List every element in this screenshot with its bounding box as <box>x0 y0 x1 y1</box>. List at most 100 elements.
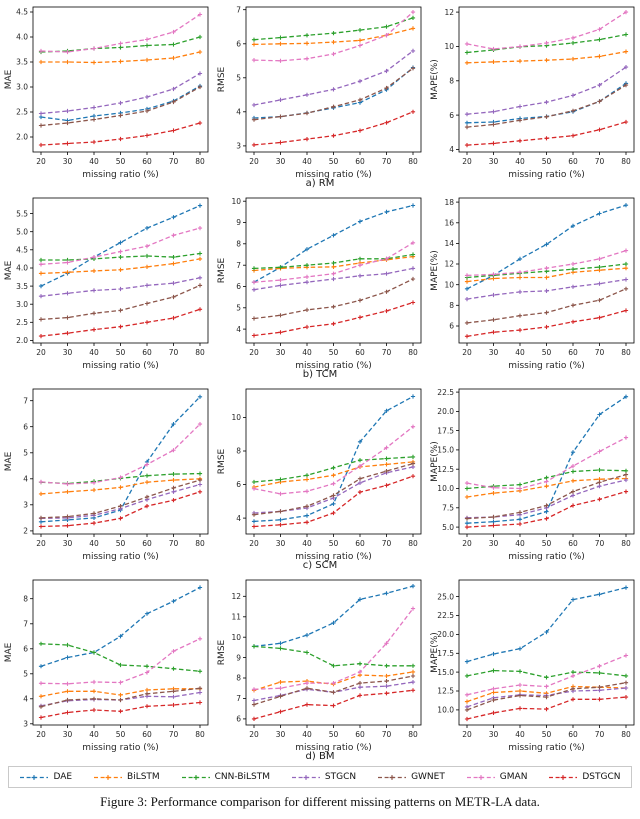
x-tick-label: 60 <box>142 539 152 548</box>
series-markers-stgcn <box>38 71 203 116</box>
row-label-scm: c) SCM <box>302 560 338 571</box>
x-tick-label: 80 <box>408 157 418 166</box>
x-axis-label: missing ratio (%) <box>508 552 585 562</box>
plot-frame <box>245 579 422 726</box>
x-tick-label: 80 <box>408 539 418 548</box>
series-markers-dstgcn <box>464 308 629 339</box>
legend-item-dae: DAE <box>19 772 72 782</box>
row-label-bm: d) BM <box>305 751 335 762</box>
y-tick-label: 6 <box>23 645 28 654</box>
x-tick-label: 70 <box>595 348 605 357</box>
x-tick-label: 80 <box>195 730 205 739</box>
series-markers-stgcn <box>464 65 629 117</box>
y-tick-label: 4.0 <box>16 264 28 273</box>
x-tick-label: 60 <box>568 539 578 548</box>
x-tick-label: 40 <box>89 157 99 166</box>
legend-marker-icon <box>466 774 495 780</box>
x-tick-label: 70 <box>595 157 605 166</box>
y-tick-label: 17.5 <box>437 649 454 658</box>
x-tick-label: 30 <box>63 539 73 548</box>
y-tick-label: 8 <box>236 674 241 683</box>
y-axis-label: RMSE <box>217 66 227 92</box>
x-tick-label: 50 <box>329 157 339 166</box>
x-tick-label: 60 <box>142 348 152 357</box>
chart-row: 2 3 4 5 6 7 20 30 40 50 60 70 80 MAE missing ratio (%)… <box>0 384 640 562</box>
y-tick-label: 5 <box>236 304 241 313</box>
series-markers-dstgcn <box>38 700 203 720</box>
x-tick-label: 20 <box>462 157 472 166</box>
x-axis-label: missing ratio (%) <box>82 743 159 753</box>
x-tick-label: 70 <box>382 157 392 166</box>
x-axis-label: missing ratio (%) <box>295 170 372 180</box>
x-tick-label: 80 <box>621 157 631 166</box>
x-tick-label: 60 <box>568 348 578 357</box>
x-tick-label: 30 <box>63 730 73 739</box>
chart-scm-rmse: 4 6 8 10 20 30 40 50 60 70 80 RMSE missing ratio (%) <box>217 388 422 562</box>
y-tick-label: 6 <box>449 322 454 331</box>
series-markers-gwnet <box>38 686 203 709</box>
x-tick-label: 20 <box>36 730 46 739</box>
y-tick-label: 22.5 <box>437 611 454 620</box>
series-markers-gman <box>38 636 203 686</box>
x-tick-label: 20 <box>249 539 259 548</box>
x-tick-label: 30 <box>276 539 286 548</box>
y-tick-label: 10 <box>231 413 241 422</box>
series-markers-gwnet <box>464 83 629 130</box>
legend-marker-icon <box>20 774 49 780</box>
x-tick-label: 70 <box>595 539 605 548</box>
legend-item-gwnet: GWNET <box>377 772 445 782</box>
x-tick-label: 20 <box>36 157 46 166</box>
x-tick-label: 40 <box>302 348 312 357</box>
y-tick-label: 10 <box>231 633 241 642</box>
y-tick-label: 3.5 <box>16 58 28 67</box>
x-tick-label: 40 <box>515 157 525 166</box>
legend-item-stgcn: STGCN <box>291 772 356 782</box>
chart-rm-rmse: 3 4 5 6 7 20 30 40 50 60 70 80 RMSE missing ratio (%) <box>217 5 422 180</box>
y-tick-label: 7 <box>236 261 241 270</box>
x-tick-label: 60 <box>355 539 365 548</box>
y-tick-label: 3 <box>236 142 241 151</box>
series-markers-gwnet <box>38 84 203 128</box>
x-tick-label: 50 <box>542 730 552 739</box>
series-markers-gman <box>251 10 416 63</box>
x-tick-label: 50 <box>116 348 126 357</box>
y-tick-label: 3.0 <box>16 83 28 92</box>
y-tick-label: 4 <box>449 145 454 154</box>
y-tick-label: 15.0 <box>437 668 454 677</box>
y-tick-label: 5 <box>236 74 241 83</box>
plot-frame <box>245 6 422 153</box>
y-tick-label: 12.5 <box>437 465 454 474</box>
y-tick-label: 15.0 <box>437 446 454 455</box>
series-markers-gwnet <box>38 283 203 322</box>
series-markers-gman <box>251 606 416 692</box>
y-tick-label: 5 <box>23 670 28 679</box>
x-tick-label: 50 <box>116 157 126 166</box>
series-markers-dstgcn <box>464 119 629 148</box>
series-markers-gman <box>38 422 203 487</box>
y-tick-label: 3 <box>23 719 28 728</box>
y-tick-label: 22.5 <box>437 388 454 397</box>
y-tick-label: 20.0 <box>437 630 454 639</box>
y-tick-label: 14 <box>444 239 454 248</box>
series-markers-dae <box>251 394 416 524</box>
series-markers-dstgcn <box>38 120 203 148</box>
y-tick-label: 16 <box>444 219 454 228</box>
chart-row: 2.0 2.5 3.0 3.5 4.0 4.5 5.0 5.5 20 30 40 50 60 70 80 MA… <box>0 193 640 371</box>
y-tick-label: 8 <box>23 594 28 603</box>
y-tick-label: 4 <box>23 475 28 484</box>
series-markers-dstgcn <box>38 307 203 339</box>
x-tick-label: 80 <box>621 539 631 548</box>
series-markers-dstgcn <box>38 489 203 529</box>
legend-item-gman: GMAN <box>466 772 527 782</box>
plot-frame <box>245 388 422 535</box>
y-axis-label: MAPE(%) <box>430 441 440 482</box>
y-axis-label: MAPE(%) <box>430 632 440 673</box>
series-markers-dstgcn <box>251 300 416 338</box>
series-markers-gman <box>464 435 629 491</box>
row-label-rm: a) RM <box>305 178 335 189</box>
y-tick-label: 10.0 <box>437 706 454 715</box>
legend-label: CNN-BiLSTM <box>214 772 270 782</box>
y-tick-label: 4 <box>236 325 241 334</box>
x-tick-label: 70 <box>169 539 179 548</box>
